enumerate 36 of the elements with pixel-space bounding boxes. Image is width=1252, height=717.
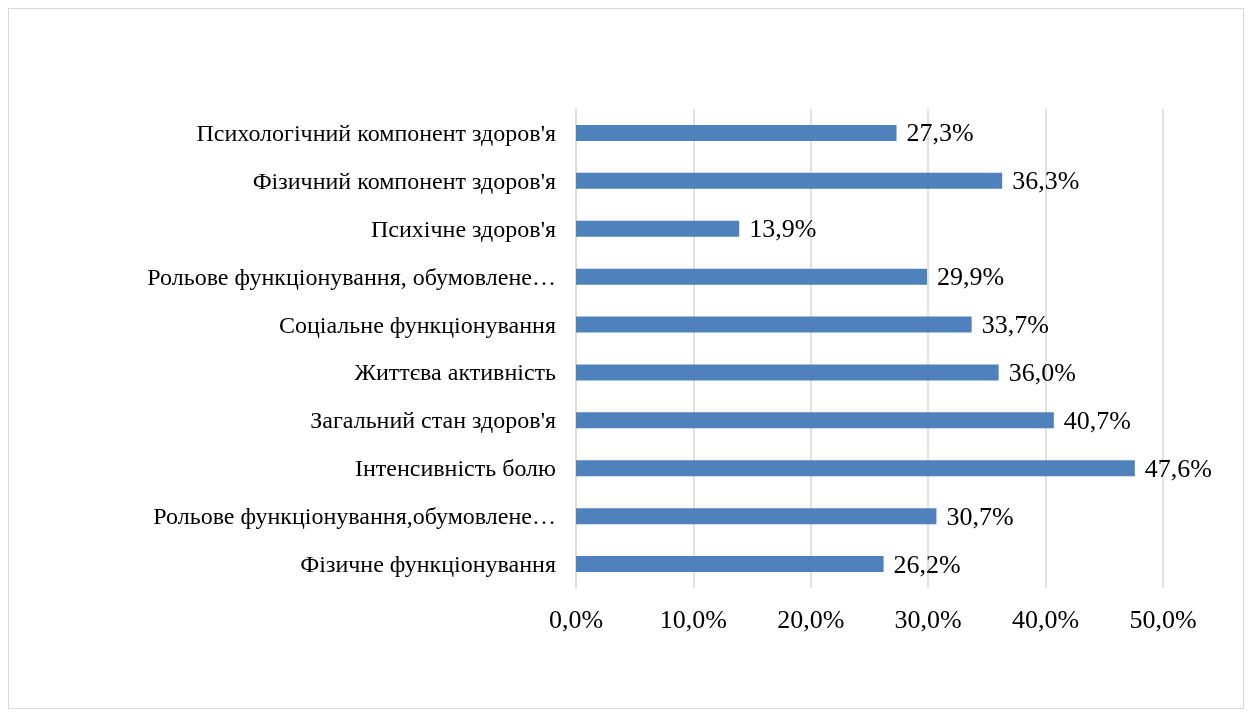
y-tick-label: Рольове функціонування, обумовлене… [147,263,556,290]
bar [576,124,897,141]
y-tick-label: Фізичний компонент здоров'я [252,167,556,194]
data-label: 40,7% [1063,405,1131,435]
bar [576,556,884,573]
x-tick-label: 0,0% [548,604,604,634]
x-tick-label: 50,0% [1129,604,1197,634]
data-label: 29,9% [937,262,1005,292]
x-tick-label: 40,0% [1012,604,1080,634]
data-label: 27,3% [906,118,974,148]
data-label: 13,9% [749,214,817,244]
y-tick-label: Психічне здоров'я [370,215,556,242]
data-label: 30,7% [946,501,1014,531]
y-tick-label: Фізичне функціонування [300,551,556,578]
y-tick-label: Соціальне функціонування [278,311,556,338]
bar [576,508,937,525]
bar [576,268,928,285]
data-label: 47,6% [1144,453,1212,483]
bar [576,364,999,381]
data-label: 36,3% [1012,166,1080,196]
bar [576,316,972,333]
bar [576,460,1135,477]
data-label: 26,2% [893,549,961,579]
x-tick-label: 30,0% [894,604,962,634]
data-label: 33,7% [981,310,1049,340]
y-tick-label: Життєва активність [354,359,557,386]
data-label: 36,0% [1008,357,1076,387]
bar [576,172,1003,189]
x-tick-label: 20,0% [777,604,845,634]
y-tick-label: Рольове функціонування,обумовлене… [153,503,556,530]
bar [576,412,1054,429]
y-tick-label: Психологічний компонент здоров'я [196,119,556,146]
bar [576,220,740,237]
x-tick-label: 10,0% [659,604,727,634]
y-tick-label: Інтенсивність болю [354,455,557,482]
y-tick-label: Загальний стан здоров'я [310,407,556,434]
